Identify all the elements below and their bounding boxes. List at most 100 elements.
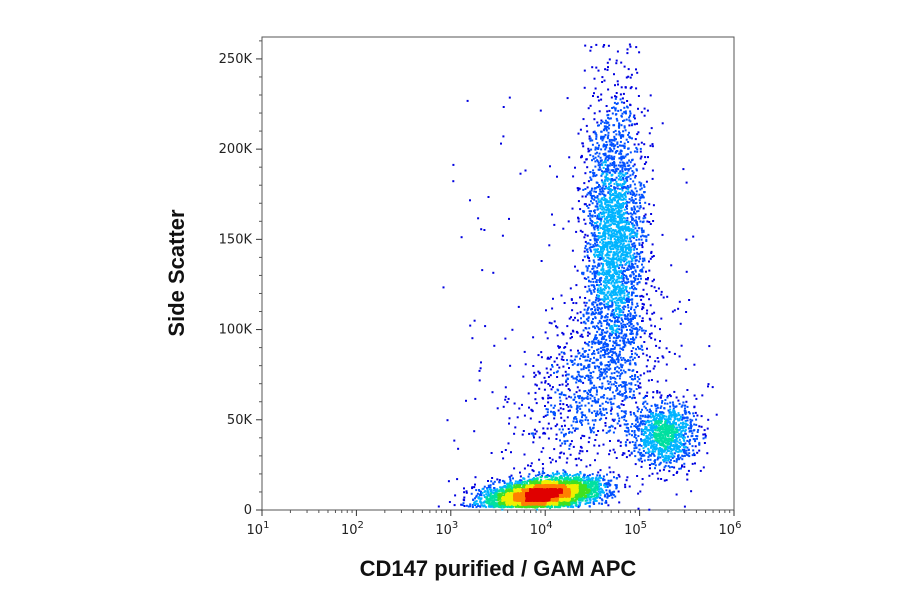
event-dot: [650, 213, 653, 215]
event-dot: [634, 212, 637, 215]
event-dot: [615, 487, 618, 490]
event-dot: [611, 277, 614, 280]
event-dot: [672, 404, 675, 407]
event-dot: [617, 109, 620, 112]
event-dot: [634, 311, 637, 314]
event-dot: [583, 182, 586, 185]
event-dot: [681, 413, 684, 416]
event-dot: [486, 491, 489, 494]
event-dot: [624, 221, 626, 224]
event-dot: [599, 356, 602, 359]
event-dot: [626, 221, 629, 223]
event-dot: [538, 436, 541, 439]
event-dot: [672, 445, 675, 447]
event-dot: [626, 423, 629, 426]
event-dot: [666, 448, 669, 451]
event-dot: [638, 424, 641, 427]
event-dot: [662, 455, 665, 458]
event-dot: [617, 405, 620, 408]
event-dot: [607, 221, 610, 224]
event-dot: [576, 375, 579, 378]
event-dot: [586, 130, 589, 133]
event-dot: [623, 197, 625, 200]
event-dot: [630, 189, 633, 192]
event-dot: [583, 356, 585, 358]
event-dot: [603, 331, 606, 334]
event-dot: [597, 99, 600, 102]
event-dot: [668, 393, 671, 396]
event-dot: [664, 454, 667, 457]
event-dot: [606, 291, 609, 294]
event-dot: [656, 441, 659, 444]
event-dot: [669, 459, 672, 462]
event-dot: [611, 189, 613, 191]
event-dot: [625, 168, 628, 171]
event-dot: [642, 167, 645, 170]
event-dot: [625, 178, 628, 181]
event-dot: [597, 69, 600, 72]
event-dot: [580, 375, 583, 378]
event-dot: [629, 112, 632, 115]
event-dot: [512, 477, 514, 480]
event-dot: [630, 248, 633, 251]
event-dot: [616, 213, 619, 215]
event-dot: [600, 417, 603, 420]
event-dot: [684, 412, 687, 415]
event-dot: [621, 225, 624, 228]
event-dot: [618, 350, 621, 353]
event-dot: [605, 211, 608, 214]
event-dot: [634, 227, 637, 230]
event-dot: [597, 287, 600, 290]
event-dot: [634, 244, 637, 247]
event-dot: [606, 345, 609, 348]
event-dot: [696, 451, 699, 454]
event-dot: [545, 408, 548, 411]
event-dot: [624, 239, 627, 242]
event-dot: [601, 385, 604, 388]
event-dot: [624, 253, 627, 256]
event-dot: [673, 416, 676, 419]
event-dot: [587, 147, 590, 150]
event-dot: [571, 309, 574, 312]
event-dot: [564, 424, 566, 427]
event-dot: [621, 234, 624, 237]
event-dot: [597, 351, 600, 354]
event-dot: [648, 203, 651, 206]
event-dot: [663, 459, 666, 462]
event-dot: [607, 266, 610, 269]
event-dot: [666, 395, 669, 397]
event-dot: [651, 169, 654, 172]
event-dot: [689, 424, 692, 427]
event-dot: [598, 333, 601, 336]
event-dot: [613, 144, 616, 147]
event-dot: [630, 388, 633, 391]
event-dot: [613, 182, 616, 185]
event-dot: [588, 365, 591, 368]
event-dot: [620, 317, 623, 320]
event-dot: [616, 199, 619, 202]
event-dot: [604, 226, 607, 229]
event-dot: [585, 465, 588, 468]
event-dot: [585, 416, 588, 419]
event-dot: [622, 213, 625, 216]
event-dot: [612, 261, 615, 264]
event-dot: [642, 433, 645, 436]
event-dot: [615, 382, 618, 384]
event-dot: [618, 320, 621, 323]
event-dot: [594, 174, 597, 177]
event-dot: [581, 434, 584, 437]
event-dot: [612, 336, 615, 339]
event-dot: [627, 296, 630, 298]
event-dot: [463, 487, 465, 490]
event-dot: [607, 257, 610, 260]
event-dot: [590, 250, 593, 253]
event-dot: [615, 190, 618, 193]
event-dot: [606, 495, 609, 498]
event-dot: [628, 382, 631, 385]
event-dot: [688, 430, 691, 433]
event-dot: [589, 381, 592, 383]
event-dot: [617, 172, 620, 175]
event-dot: [650, 429, 652, 432]
event-dot: [627, 265, 630, 268]
